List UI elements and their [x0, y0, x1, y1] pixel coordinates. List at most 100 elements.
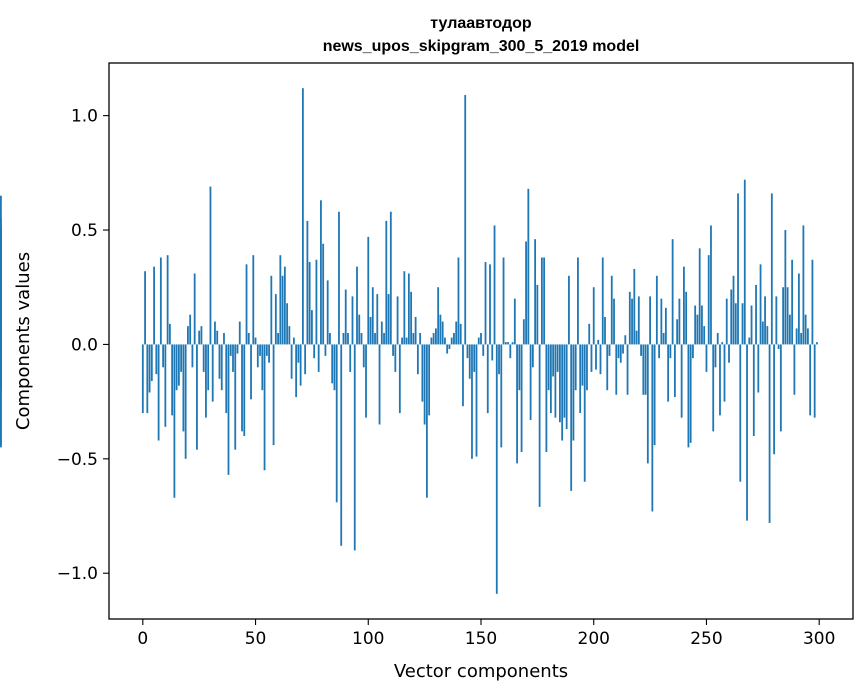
bar [719, 344, 721, 416]
bar [813, 344, 816, 418]
bar [689, 344, 692, 443]
bar [788, 314, 791, 345]
bar [721, 342, 724, 345]
bar [669, 344, 672, 359]
bar [218, 344, 221, 379]
bar [529, 344, 532, 420]
bar [403, 271, 406, 345]
bar [692, 344, 694, 359]
bar [322, 243, 325, 345]
bar [732, 275, 735, 345]
bar [272, 344, 275, 446]
bar [338, 211, 340, 345]
bar [365, 344, 367, 418]
x-axis-label: Vector components [394, 661, 568, 682]
bar [662, 332, 665, 345]
bar [401, 337, 403, 345]
bar [728, 344, 730, 363]
bar [202, 344, 205, 372]
bar [229, 344, 232, 356]
bar [164, 344, 167, 427]
bar [579, 344, 582, 414]
bar [536, 284, 539, 345]
bar [205, 344, 207, 418]
x-axis-ticks: 0 50 100 150 200 250 300 [137, 619, 835, 649]
bar [500, 344, 503, 448]
bar [766, 326, 769, 345]
bar [329, 332, 331, 345]
bar [561, 344, 564, 441]
bar [601, 257, 604, 345]
bar [527, 188, 530, 345]
bar [696, 314, 699, 345]
bar [800, 332, 803, 345]
bar [299, 344, 302, 386]
bar [545, 344, 548, 452]
bar [473, 344, 476, 372]
bar [144, 271, 146, 345]
bar [459, 323, 462, 345]
bar [207, 344, 210, 391]
bar [678, 298, 681, 345]
bar [292, 337, 295, 345]
bar [405, 337, 408, 345]
bar [196, 344, 198, 450]
bar [290, 344, 293, 379]
bar [581, 344, 584, 386]
bar [687, 344, 690, 448]
bar [748, 337, 751, 345]
bar [795, 328, 798, 345]
bar [651, 344, 654, 512]
bar [640, 344, 642, 356]
bar [356, 266, 358, 345]
bar [511, 342, 514, 345]
bar [761, 321, 764, 345]
bar [457, 257, 460, 345]
bar [241, 344, 243, 432]
bar [180, 344, 183, 372]
bar [274, 294, 277, 345]
bar [407, 273, 410, 345]
bar [705, 344, 708, 372]
bar [306, 220, 309, 345]
bar [750, 305, 753, 345]
bar [540, 257, 543, 345]
bar [211, 344, 214, 402]
bar [342, 332, 345, 345]
bar [150, 344, 153, 382]
bar [491, 344, 494, 361]
bar [374, 332, 376, 345]
bar [349, 344, 352, 372]
bar [595, 344, 597, 370]
bar [716, 332, 719, 345]
bar [712, 344, 715, 432]
bar [187, 326, 189, 345]
bar [757, 344, 760, 393]
bar [804, 314, 807, 345]
bar [446, 344, 449, 354]
bar [279, 255, 282, 345]
bar [157, 344, 160, 441]
chart-title-model: news_upos_skipgram_300_5_2019 model [323, 38, 640, 55]
bar [522, 319, 525, 345]
bar [680, 344, 683, 418]
bar [637, 296, 640, 345]
bar [159, 257, 162, 345]
bar [464, 95, 467, 345]
bar [247, 332, 250, 345]
bar [277, 332, 279, 345]
bar [568, 275, 570, 345]
bar [441, 321, 444, 345]
bar [477, 337, 480, 345]
bar [667, 344, 670, 402]
y-tick-label: 1.0 [71, 107, 98, 127]
bar [198, 330, 201, 345]
bar [0, 342, 2, 345]
bar [389, 211, 392, 345]
bar [770, 193, 773, 345]
bar [223, 332, 225, 345]
bar [707, 255, 710, 345]
bar [644, 344, 647, 395]
bar [466, 344, 469, 359]
bar [608, 344, 611, 356]
